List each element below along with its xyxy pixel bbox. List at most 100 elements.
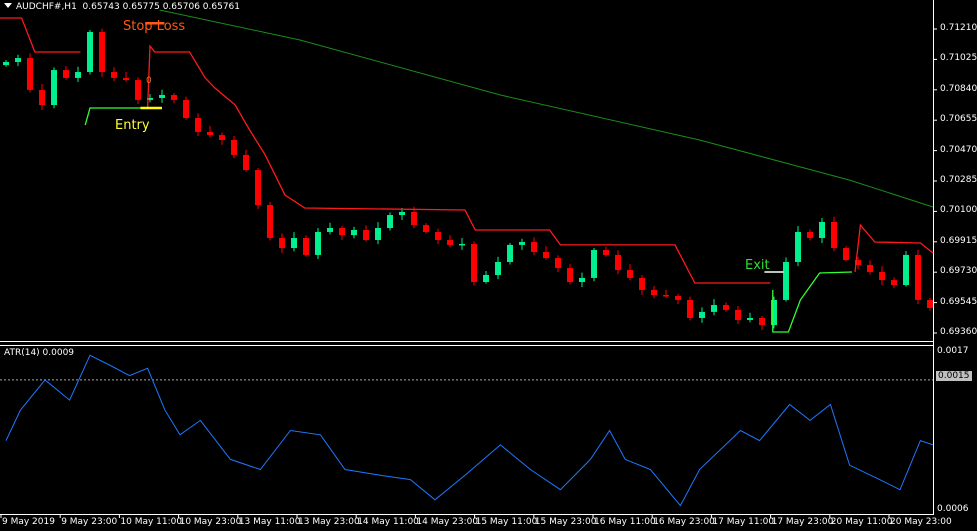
- trailing-stop-line: [0, 17, 81, 53]
- time-tick-label: 16 May 23:00: [653, 517, 715, 527]
- time-tick-label: 16 May 11:00: [594, 517, 656, 527]
- trailing-stop-line: [146, 44, 771, 284]
- candle-body: [27, 58, 33, 90]
- candle-body: [363, 229, 369, 241]
- dropdown-triangle-icon[interactable]: [4, 3, 12, 8]
- candle: [615, 250, 621, 275]
- axis-ticks: [0, 28, 937, 518]
- candle-body: [15, 58, 21, 63]
- candle: [675, 294, 681, 305]
- candle-body: [135, 80, 141, 100]
- symbol-label: AUDCHF#,H1: [16, 2, 77, 12]
- candle: [99, 28, 105, 77]
- candle: [15, 54, 21, 67]
- candle-body: [591, 250, 597, 278]
- price-tick-label: 0.70285: [940, 175, 977, 185]
- time-tick-label: 20 May 23:00: [890, 517, 952, 527]
- candle: [39, 84, 45, 110]
- candle-body: [651, 289, 657, 296]
- candle: [771, 296, 777, 329]
- candle-body: [231, 140, 237, 155]
- candle-body: [267, 205, 273, 239]
- candle-body: [87, 31, 93, 73]
- candle: [879, 266, 885, 285]
- candle-body: [603, 250, 609, 255]
- candle-body: [447, 240, 453, 245]
- candle-body: [807, 231, 813, 239]
- trailing-long-line: [84, 107, 141, 126]
- candle: [915, 249, 921, 305]
- candle: [327, 222, 333, 235]
- candle-body: [195, 117, 201, 132]
- candle: [639, 275, 645, 295]
- candle: [495, 256, 501, 280]
- candle: [3, 60, 9, 67]
- candle: [699, 307, 705, 323]
- candle-body: [843, 248, 849, 261]
- candle: [435, 228, 441, 245]
- candle-body: [303, 238, 309, 255]
- price-tick-label: 0.69730: [940, 266, 977, 277]
- candle: [339, 226, 345, 241]
- candle: [135, 77, 141, 105]
- candle-body: [423, 225, 429, 232]
- candle: [87, 29, 93, 75]
- candle: [267, 201, 273, 241]
- time-tick-label: 15 May 11:00: [475, 517, 538, 527]
- candle-body: [903, 254, 909, 285]
- candle-body: [111, 72, 117, 78]
- candle: [747, 312, 753, 323]
- candle: [75, 66, 81, 83]
- candle-body: [399, 211, 405, 216]
- candle: [387, 212, 393, 231]
- price-tick-label: 0.69915: [940, 235, 977, 246]
- atr-tick-label: 0.0006: [937, 504, 969, 514]
- candle-body: [855, 260, 861, 265]
- candle-body: [531, 241, 537, 252]
- candle-body: [579, 277, 585, 283]
- candle-body: [879, 272, 885, 281]
- candle-body: [723, 305, 729, 310]
- candle-body: [783, 262, 789, 300]
- candle: [63, 66, 69, 80]
- candle: [711, 299, 717, 316]
- moving-average-layer: [159, 9, 934, 208]
- candle-body: [75, 72, 81, 78]
- candle: [687, 296, 693, 321]
- time-tick-label: 13 May 11:00: [238, 517, 301, 527]
- candle: [555, 255, 561, 273]
- candle-body: [219, 135, 225, 141]
- candle: [795, 226, 801, 267]
- candle: [171, 93, 177, 104]
- candle: [111, 67, 117, 82]
- candle: [315, 228, 321, 260]
- signal-marker: 0: [146, 76, 152, 86]
- candle-body: [759, 317, 765, 326]
- candle: [279, 233, 285, 253]
- candle: [519, 238, 525, 250]
- candle: [399, 207, 405, 220]
- candle-body: [639, 277, 645, 290]
- trailing-stop-line: [854, 223, 934, 273]
- trailing-long-line: [772, 271, 853, 333]
- candle-body: [507, 244, 513, 263]
- exit-annotation: Exit: [745, 258, 770, 273]
- candle: [759, 316, 765, 330]
- candle: [831, 216, 837, 252]
- candle: [243, 149, 249, 172]
- candle: [459, 238, 465, 250]
- candle-body: [375, 228, 381, 241]
- time-tick-label: 15 May 23:00: [534, 517, 597, 527]
- time-tick-label: 17 May 11:00: [712, 517, 775, 527]
- candle: [363, 225, 369, 242]
- candle: [375, 222, 381, 245]
- candle-body: [327, 228, 333, 232]
- candle-body: [687, 299, 693, 318]
- candle: [567, 264, 573, 285]
- candle: [51, 67, 57, 109]
- candle: [483, 271, 489, 284]
- candle: [351, 226, 357, 239]
- price-tick-label: 0.70470: [940, 144, 977, 155]
- candle: [651, 285, 657, 299]
